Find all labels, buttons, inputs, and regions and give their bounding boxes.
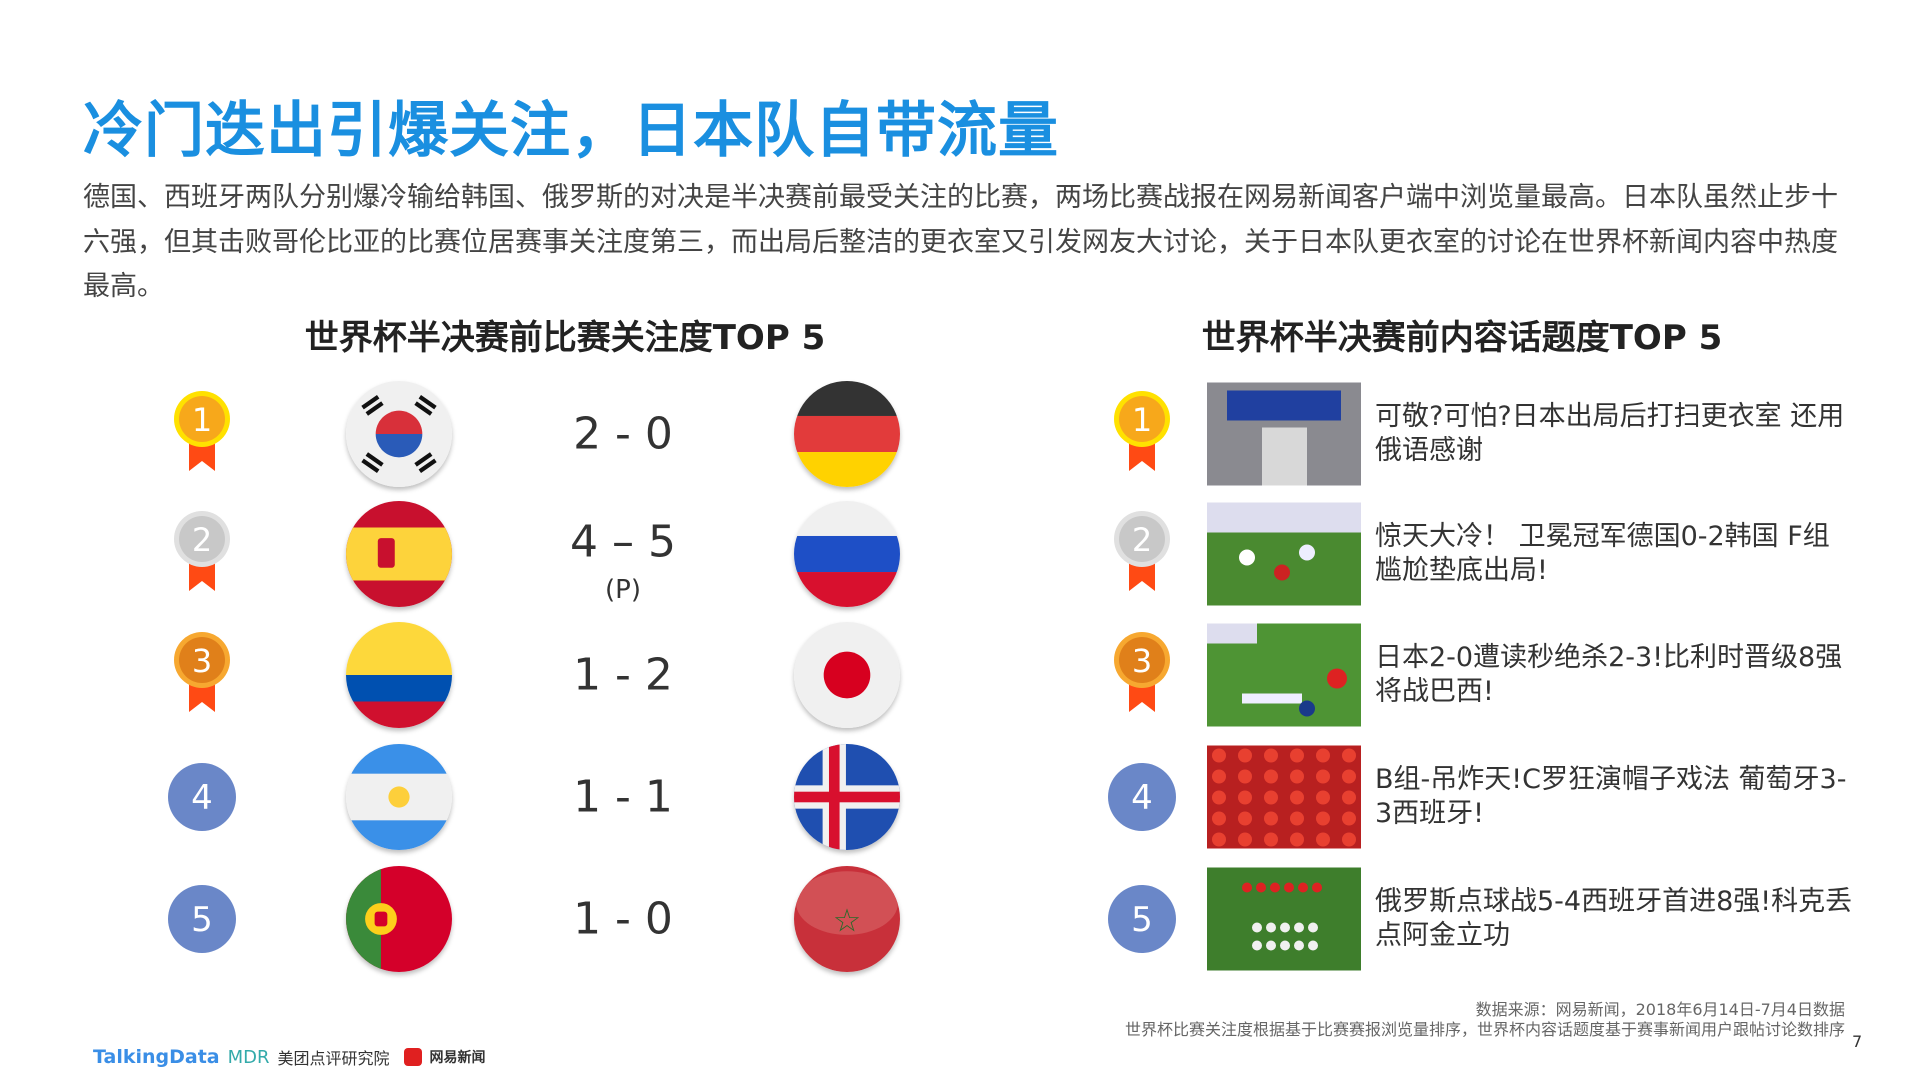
left-section-title: 世界杯半决赛前比赛关注度TOP 5 [304, 318, 826, 358]
match-score: 1 - 2 [573, 649, 673, 701]
match-score: 2 - 0 [573, 408, 673, 460]
news-headline[interactable]: 日本2-0遭读秒绝杀2-3!比利时晋级8强将战巴西! [1375, 642, 1843, 707]
svg-text:3: 3 [192, 642, 212, 680]
logos: TalkingData MDR 美团点评研究院 网易新闻 [93, 1045, 486, 1069]
svg-text:3: 3 [1132, 642, 1152, 680]
rank-5-medal-icon: 5 [167, 874, 237, 964]
news-headline[interactable]: 惊天大冷！ 卫冕冠军德国0-2韩国 F组尴尬垫底出局! [1375, 521, 1830, 586]
rank-1-medal-icon: 1 [167, 389, 237, 479]
portugal-flag-icon [346, 866, 452, 972]
page-title: 冷门迭出引爆关注，日本队自带流量 [83, 96, 1059, 166]
match-score: 1 - 1 [573, 771, 673, 823]
news-thumbnail[interactable] [1207, 745, 1361, 849]
russia-flag-icon [794, 501, 900, 607]
rank-2-medal-icon: 2 [167, 509, 237, 599]
iceland-flag-icon [794, 744, 900, 850]
svg-text:5: 5 [191, 900, 213, 940]
news-thumbnail[interactable] [1207, 623, 1361, 727]
germany-flag-icon [794, 381, 900, 487]
rank-2-medal-icon: 2 [1107, 509, 1177, 599]
news-thumbnail[interactable] [1207, 867, 1361, 971]
svg-text:2: 2 [1132, 521, 1152, 559]
news-thumbnail[interactable] [1207, 382, 1361, 486]
news-headline[interactable]: 可敬?可怕?日本出局后打扫更衣室 还用俄语感谢 [1375, 401, 1845, 466]
svg-text:5: 5 [1131, 900, 1153, 940]
mdr-logo: MDR [227, 1046, 270, 1068]
colombia-flag-icon [346, 622, 452, 728]
ranking-method: 世界杯比赛关注度根据基于比赛赛报浏览量排序，世界杯内容话题度基于赛事新闻用户跟帖… [1124, 1020, 1845, 1039]
news-headline[interactable]: 俄罗斯点球战5-4西班牙首进8强!科克丢点阿金立功 [1375, 886, 1853, 951]
news-headline[interactable]: B组-吊炸天!C罗狂演帽子戏法 葡萄牙3-3西班牙! [1375, 764, 1847, 829]
rank-3-medal-icon: 3 [1107, 630, 1177, 720]
spain-flag-icon [346, 501, 452, 607]
netease-icon [403, 1048, 422, 1066]
right-section-title: 世界杯半决赛前内容话题度TOP 5 [1201, 318, 1723, 358]
meituan-logo: 美团点评研究院 [277, 1049, 390, 1068]
description: 德国、西班牙两队分别爆冷输给韩国、俄罗斯的对决是半决赛前最受关注的比赛，两场比赛… [83, 182, 1838, 302]
svg-text:☆: ☆ [833, 903, 862, 940]
rank-1-medal-icon: 1 [1107, 389, 1177, 479]
rank-4-medal-icon: 4 [1107, 752, 1177, 842]
data-source: 数据来源：网易新闻，2018年6月14日-7月4日数据 [1475, 1000, 1845, 1019]
penalty-note: (P) [605, 575, 641, 605]
svg-text:4: 4 [1131, 778, 1153, 818]
page-number: 7 [1852, 1032, 1863, 1051]
korea-flag-icon [346, 381, 452, 487]
talkingdata-logo: TalkingData [93, 1046, 220, 1068]
match-score: 4 – 5 [570, 516, 676, 568]
morocco-flag-icon: ☆ [794, 866, 900, 972]
svg-text:1: 1 [192, 401, 212, 439]
svg-text:4: 4 [191, 778, 213, 818]
svg-text:2: 2 [192, 521, 212, 559]
rank-3-medal-icon: 3 [167, 630, 237, 720]
svg-text:1: 1 [1132, 401, 1152, 439]
argentina-flag-icon [346, 744, 452, 850]
japan-flag-icon [794, 622, 900, 728]
match-score: 1 - 0 [573, 893, 673, 945]
netease-logo: 网易新闻 [429, 1050, 486, 1066]
news-thumbnail[interactable] [1207, 502, 1361, 606]
rank-4-medal-icon: 4 [167, 752, 237, 842]
rank-5-medal-icon: 5 [1107, 874, 1177, 964]
